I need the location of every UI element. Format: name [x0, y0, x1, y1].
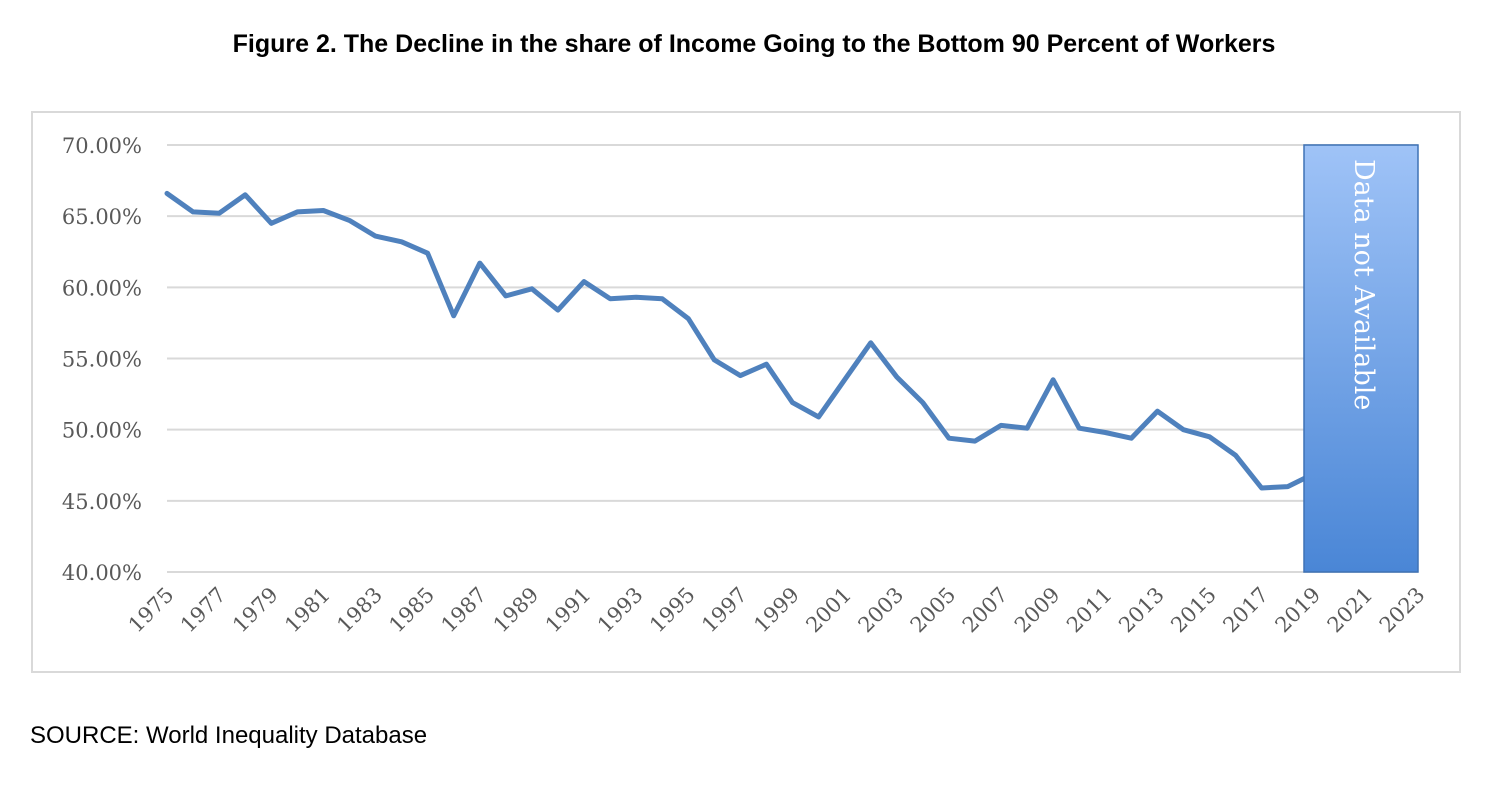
y-tick-label: 70.00%	[62, 134, 142, 158]
chart-title: Figure 2. The Decline in the share of In…	[232, 30, 1276, 58]
data-not-available-box	[1303, 144, 1419, 573]
source-note: SOURCE: World Inequality Database	[30, 722, 428, 749]
gridlines	[167, 144, 1418, 573]
x-tick-label: 1985	[384, 583, 439, 638]
data-not-available-label: Data not Available	[1348, 159, 1379, 410]
x-tick-label: 2013	[1114, 583, 1169, 638]
series-line	[164, 190, 1317, 491]
x-tick-label: 1983	[332, 583, 387, 638]
annotation-layer: Data not Available	[1303, 144, 1419, 573]
x-tick-label: 2021	[1323, 583, 1378, 638]
x-tick-label: 1979	[228, 583, 283, 638]
x-tick-label: 2015	[1166, 583, 1221, 638]
y-tick-label: 60.00%	[62, 276, 142, 300]
x-axis-ticks: 1975197719791981198319851987198919911993…	[124, 583, 1430, 638]
y-tick-label: 40.00%	[62, 561, 142, 585]
x-tick-label: 1989	[489, 583, 544, 638]
x-tick-label: 1981	[280, 583, 335, 638]
x-tick-label: 1975	[124, 583, 179, 638]
y-tick-label: 55.00%	[62, 348, 142, 372]
x-tick-label: 1999	[749, 583, 804, 638]
x-tick-label: 1991	[541, 583, 596, 638]
x-tick-label: 2011	[1062, 583, 1117, 638]
x-tick-label: 1995	[645, 583, 700, 638]
y-tick-label: 45.00%	[62, 490, 142, 514]
x-tick-label: 2019	[1271, 583, 1326, 638]
x-tick-label: 1997	[697, 583, 752, 638]
x-tick-label: 2007	[958, 583, 1013, 638]
x-tick-label: 2023	[1375, 583, 1430, 638]
x-tick-label: 2003	[854, 583, 909, 638]
series-layer	[164, 190, 1317, 491]
y-tick-label: 65.00%	[62, 205, 142, 229]
chart-frame	[31, 111, 1461, 673]
y-axis-ticks: 40.00% 45.00% 50.00% 55.00% 60.00% 65.00% 70.0…	[62, 134, 142, 585]
x-tick-label: 1987	[437, 583, 492, 638]
x-tick-label: 2009	[1010, 583, 1065, 638]
x-tick-label: 2005	[906, 583, 961, 638]
x-tick-label: 1977	[176, 583, 231, 638]
x-tick-label: 2001	[801, 583, 856, 638]
x-tick-label: 2017	[1218, 583, 1273, 638]
x-tick-label: 1993	[593, 583, 648, 638]
y-tick-label: 50.00%	[62, 419, 142, 443]
